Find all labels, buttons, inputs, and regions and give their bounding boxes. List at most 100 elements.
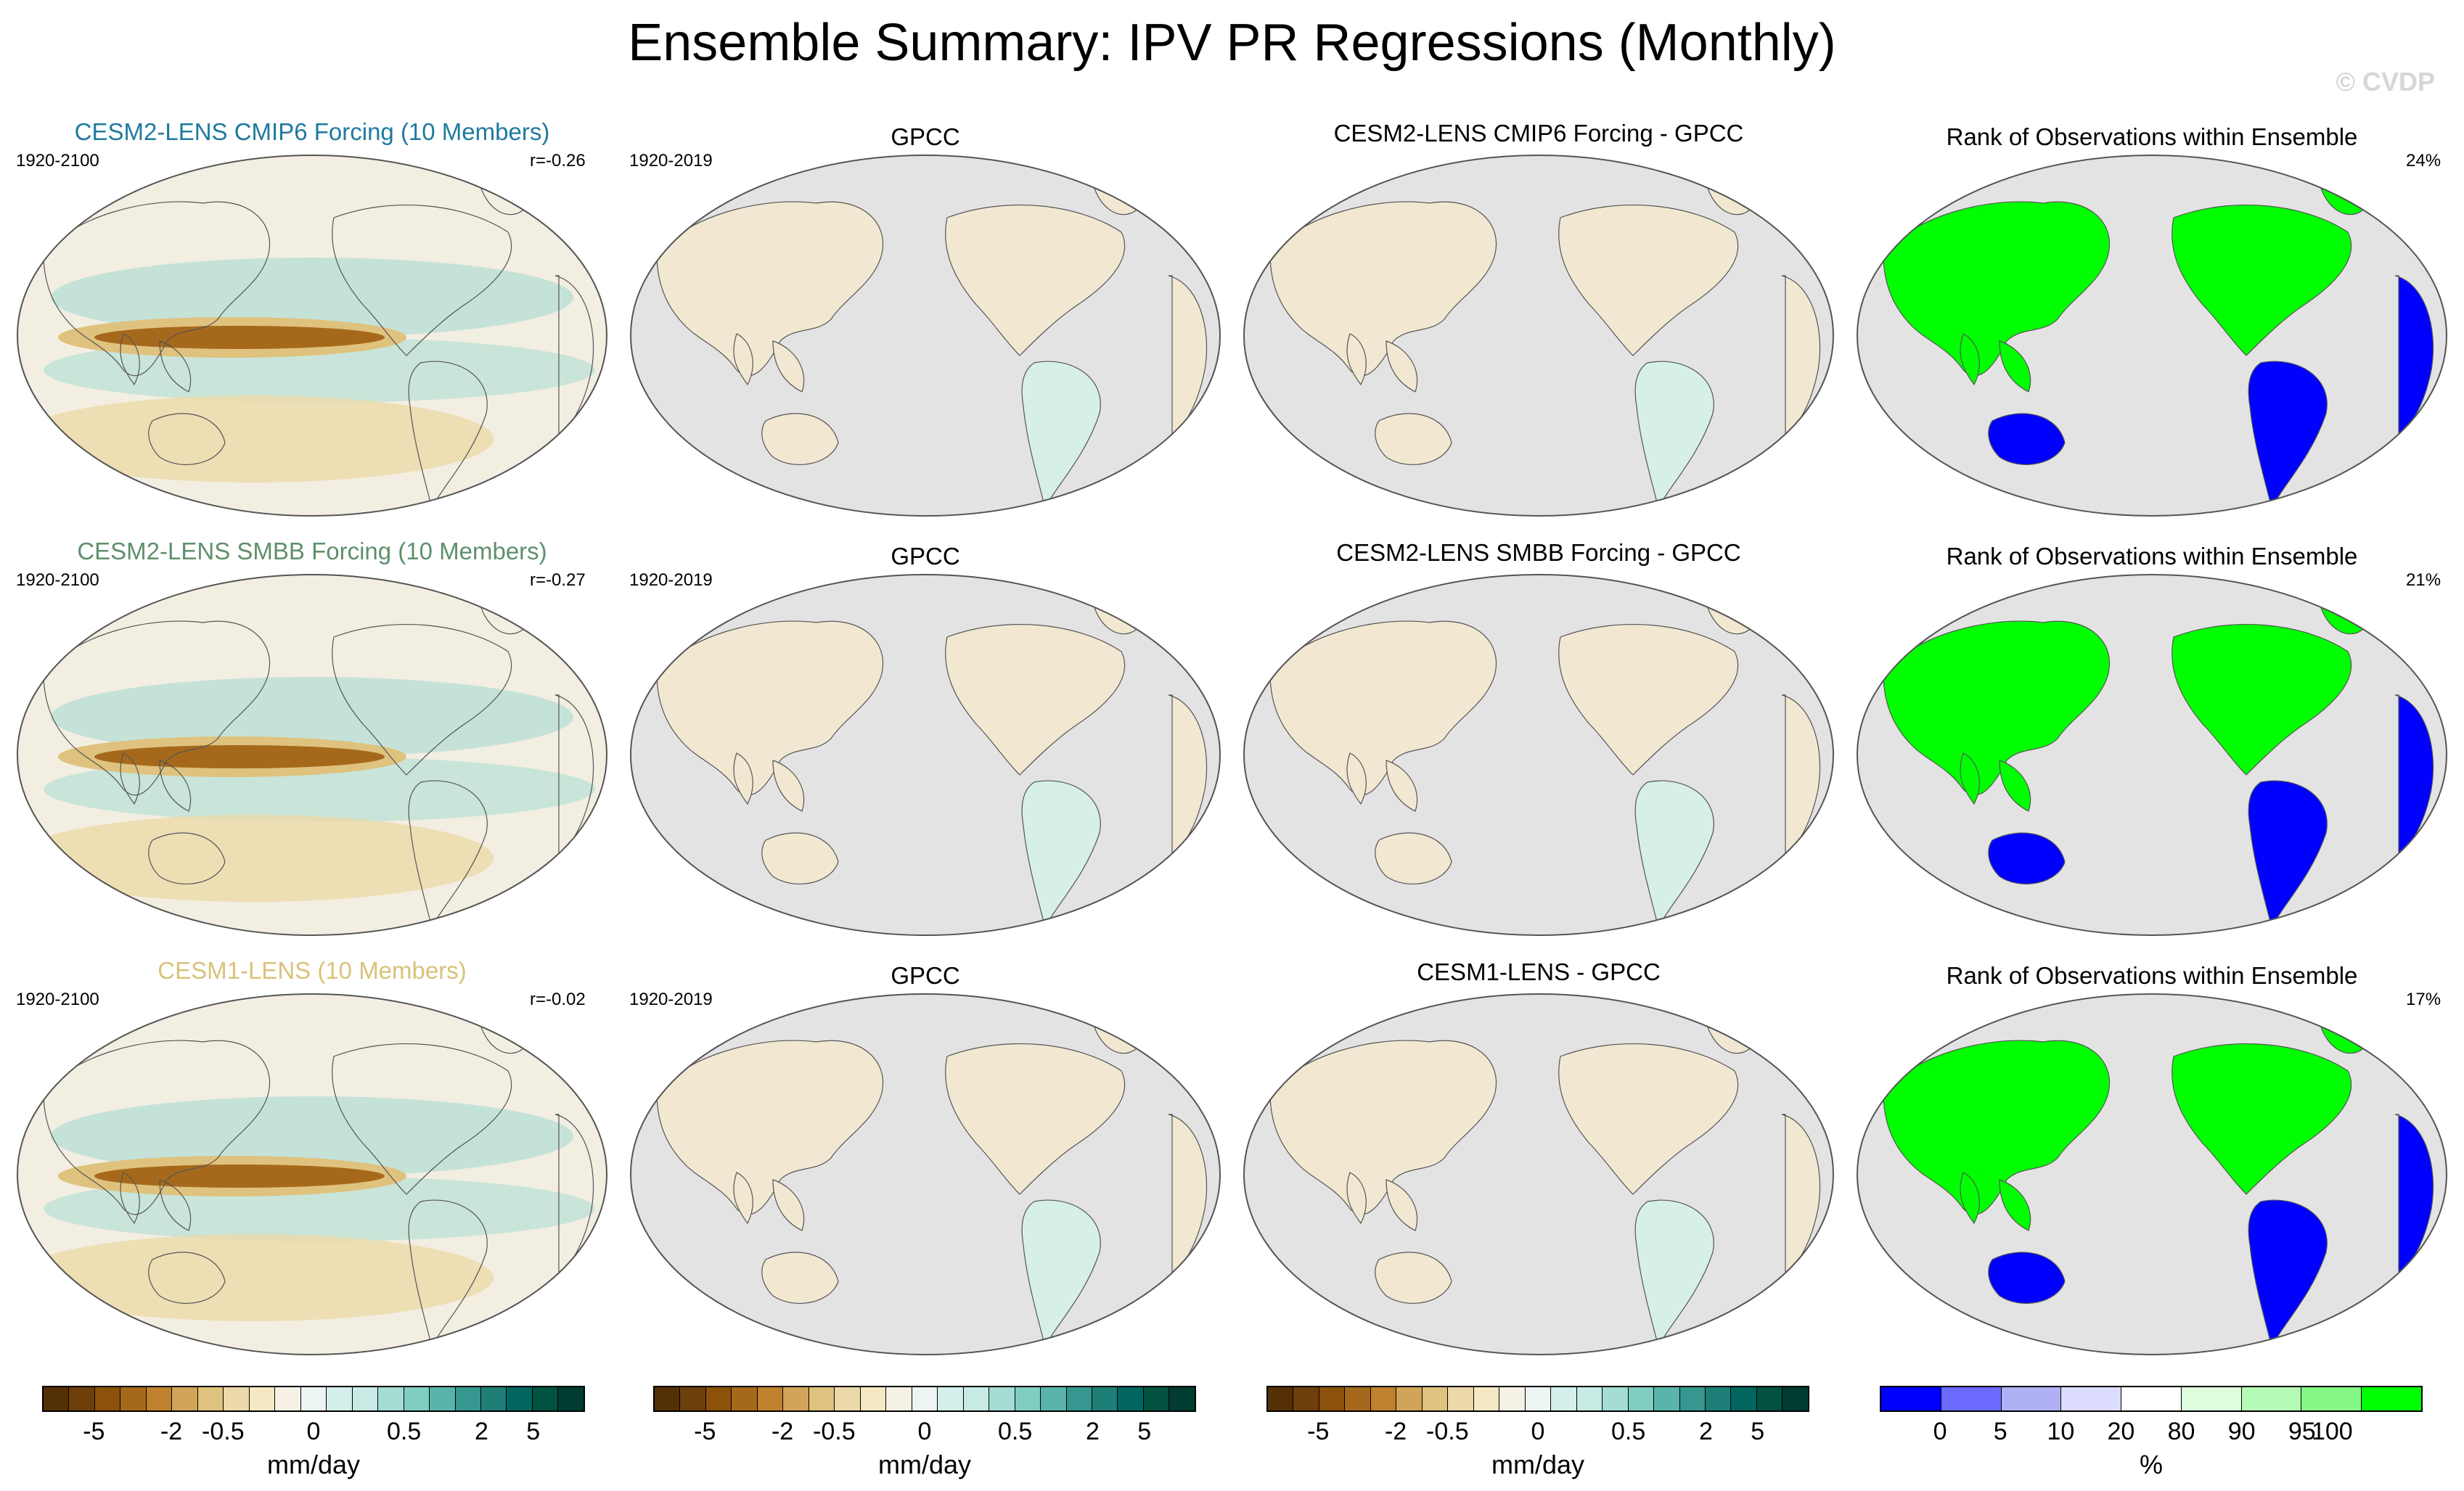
colorbar-swatch <box>249 1387 276 1410</box>
map-panel <box>628 991 1223 1361</box>
landmass-austr <box>148 1252 226 1304</box>
landmass-india <box>1960 1172 1980 1225</box>
landmass-india <box>1960 333 1980 386</box>
model-map <box>17 574 607 936</box>
colorbar-tick-label: 0 <box>1531 1418 1545 1445</box>
colorbar-swatch <box>1628 1387 1655 1410</box>
colorbar-swatch <box>300 1387 327 1410</box>
colorbar-tick-label: 0 <box>306 1418 321 1445</box>
colorbar-tick-label: 0.5 <box>1611 1418 1646 1445</box>
colorbar-swatch <box>938 1387 964 1410</box>
colorbar-swatch <box>1015 1387 1041 1410</box>
colorbar-swatch <box>1345 1387 1371 1410</box>
model-years-label: 1920-2100 <box>16 151 99 171</box>
landmass-india <box>1346 1172 1367 1225</box>
landmass-seasia <box>1999 760 2031 812</box>
colorbar-swatch <box>327 1387 353 1410</box>
colorbar-swatch <box>860 1387 887 1410</box>
landmass-seasia <box>772 1179 805 1231</box>
rank-panel-title: Rank of Observations within Ensemble <box>1946 123 2358 150</box>
map-panel <box>1854 572 2449 942</box>
colorbar-swatch <box>2181 1387 2242 1410</box>
obs-years-label: 1920-2019 <box>629 570 713 590</box>
colorbar-tick-label: -0.5 <box>1426 1418 1469 1445</box>
colorbar-swatch <box>1370 1387 1397 1410</box>
colorbar-swatch <box>1551 1387 1577 1410</box>
colorbar-swatch <box>172 1387 198 1410</box>
colorbar-swatch <box>1293 1387 1319 1410</box>
colorbar-swatch <box>1066 1387 1092 1410</box>
landmass-india <box>120 333 140 386</box>
colorbar-tick-label: -2 <box>771 1418 794 1445</box>
landmass-eurasia <box>1269 620 1497 796</box>
colorbar-swatch <box>2061 1387 2122 1410</box>
landmass-eurasia <box>656 201 884 377</box>
colorbar-tick-label: 100 <box>2311 1418 2353 1445</box>
colorbar-swatch <box>886 1387 912 1410</box>
colorbar-swatch <box>835 1387 861 1410</box>
colorbar-tick-label: 5 <box>1751 1418 1765 1445</box>
colorbar-swatch <box>783 1387 809 1410</box>
rank-panel-title: Rank of Observations within Ensemble <box>1946 543 2358 570</box>
landmass-eurasia <box>656 1040 884 1215</box>
landmass-namer <box>332 623 512 776</box>
colorbar-tick-label: -0.5 <box>202 1418 245 1445</box>
pattern-correlation-label: r=-0.26 <box>530 151 586 171</box>
obs-years-label: 1920-2019 <box>629 151 713 171</box>
colorbar-swatch <box>1731 1387 1757 1410</box>
landmass-india <box>120 1172 140 1225</box>
colorbar-swatch <box>1422 1387 1449 1410</box>
colorbar-swatch <box>1576 1387 1603 1410</box>
map-panel <box>1241 991 1836 1361</box>
landmass-india <box>733 1172 753 1225</box>
colorbar-tick-label: -2 <box>160 1418 183 1445</box>
landmass-austr <box>761 413 839 465</box>
colorbar-tick-label: 20 <box>2107 1418 2135 1445</box>
colorbar-swatch <box>1118 1387 1144 1410</box>
colorbar-tick-label: 5 <box>1137 1418 1152 1445</box>
obs-panel-title: GPCC <box>891 543 960 570</box>
rank-map <box>1857 574 2447 936</box>
colorbar-swatch <box>1473 1387 1500 1410</box>
colorbar-swatch <box>197 1387 224 1410</box>
colorbar-swatch <box>2001 1387 2062 1410</box>
rank-panel-title: Rank of Observations within Ensemble <box>1946 962 2358 989</box>
model-map <box>17 993 607 1355</box>
colorbar-swatch <box>532 1387 559 1410</box>
colorbar-swatch <box>120 1387 147 1410</box>
landmass-namer <box>945 204 1126 356</box>
landmass-austr <box>1375 413 1452 465</box>
colorbar-swatch <box>2301 1387 2362 1410</box>
landmass-austr <box>1375 832 1452 884</box>
landmass-austr <box>1988 1252 2066 1304</box>
colorbar-swatch <box>1499 1387 1526 1410</box>
landmass-india <box>1960 752 1980 805</box>
rank-map <box>1857 155 2447 517</box>
colorbar-tick-label: 90 <box>2227 1418 2256 1445</box>
landmass-namer <box>945 623 1126 776</box>
colorbar-tick-label: 80 <box>2167 1418 2195 1445</box>
colorbar-tick-label: -2 <box>1384 1418 1407 1445</box>
landmass-eurasia <box>43 620 271 796</box>
landmass-seasia <box>1999 1179 2031 1231</box>
colorbar <box>1880 1386 2423 1412</box>
map-panel <box>15 152 610 522</box>
landmass-seasia <box>159 760 192 812</box>
map-panel <box>1241 152 1836 522</box>
landmass-namer <box>332 204 512 356</box>
diff-panel-title: CESM2-LENS SMBB Forcing - GPCC <box>1336 539 1741 566</box>
colorbar-swatch <box>94 1387 121 1410</box>
colorbar-swatch <box>732 1387 758 1410</box>
colorbar-unit-label: mm/day <box>877 1450 972 1479</box>
landmass-seasia <box>159 1179 192 1231</box>
colorbar-swatch <box>1092 1387 1118 1410</box>
colorbar-tick-label: 10 <box>2047 1418 2075 1445</box>
page-title: Ensemble Summary: IPV PR Regressions (Mo… <box>628 14 1836 72</box>
colorbar-swatch <box>1525 1387 1552 1410</box>
landmass-seasia <box>772 340 805 393</box>
colorbar-tick-label: 0 <box>1933 1418 1947 1445</box>
landmass-india <box>1346 752 1367 805</box>
model-panel-title: CESM2-LENS SMBB Forcing (10 Members) <box>77 538 547 564</box>
colorbar-swatch <box>1881 1387 1941 1410</box>
landmass-austr <box>1988 413 2066 465</box>
